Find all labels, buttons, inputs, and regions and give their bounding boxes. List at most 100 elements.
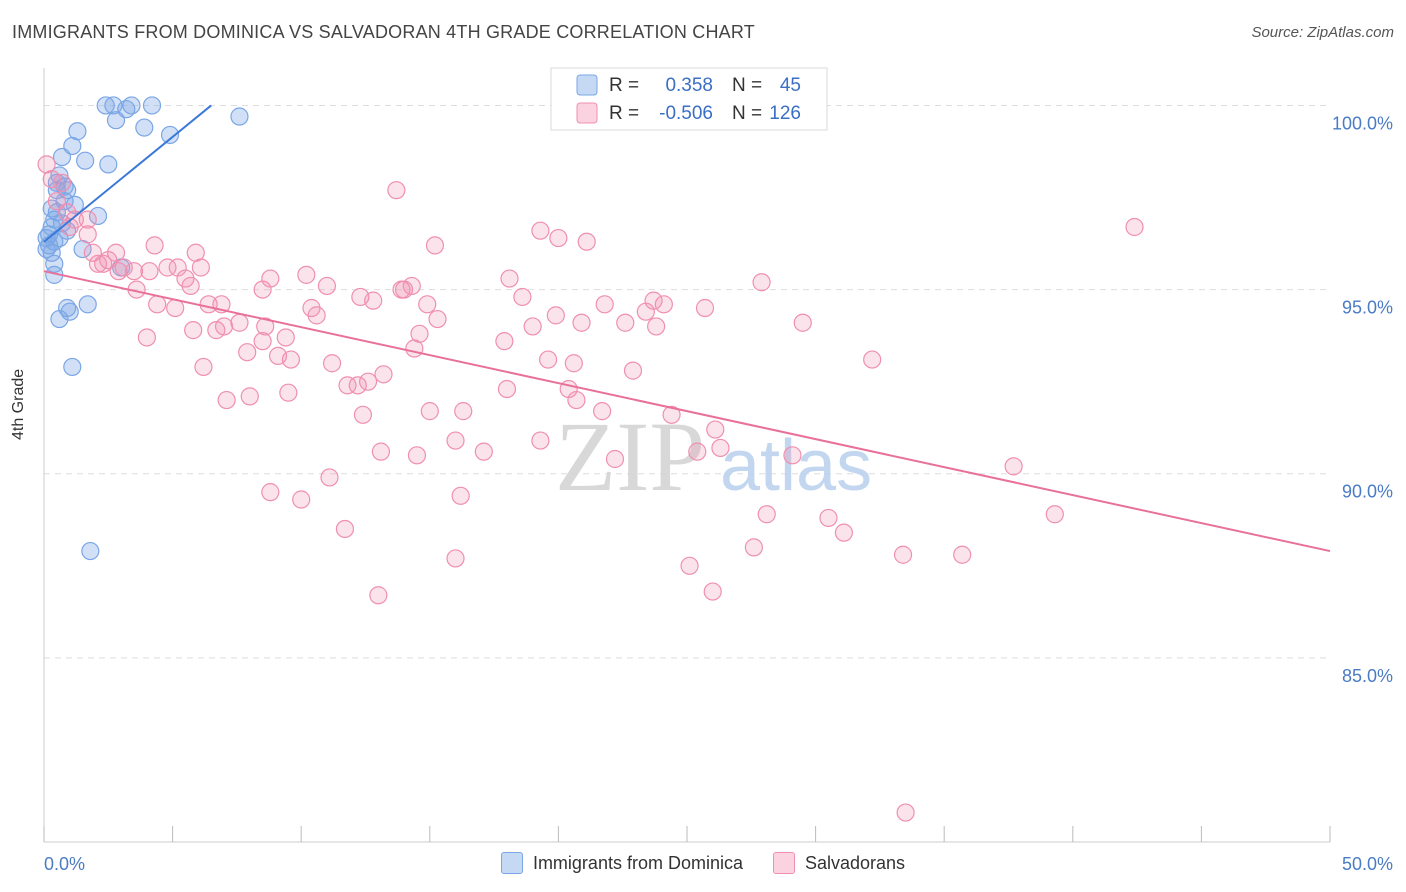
point-salvadoran (320, 468, 339, 487)
y-tick-label: 95.0% (1342, 298, 1393, 318)
point-salvadoran (52, 173, 72, 192)
point-salvadoran (335, 519, 355, 539)
point-salvadoran (181, 276, 200, 296)
point-salvadoran (595, 295, 614, 314)
watermark: ZIP atlas (555, 401, 872, 512)
legend-swatch (576, 74, 598, 96)
point-salvadoran (654, 295, 673, 314)
point-salvadoran (281, 350, 301, 369)
legend-box: R = 0.358 N = 45 R = -0.506 N = 126 (550, 67, 828, 131)
point-salvadoran (358, 372, 378, 391)
x-tick-label-min: 0.0% (44, 854, 85, 874)
point-salvadoran (371, 442, 391, 461)
legend-item-salvadorans[interactable]: Salvadorans (772, 852, 906, 874)
point-salvadoran (238, 343, 257, 362)
point-salvadoran (297, 265, 316, 284)
point-salvadoran (364, 291, 383, 310)
point-salvadoran (279, 383, 298, 402)
legend-label-salvadorans: Salvadorans (804, 852, 906, 873)
point-salvadoran (407, 446, 427, 465)
watermark-zip: ZIP (555, 401, 705, 512)
point-salvadoran (140, 262, 159, 281)
point-dominica (230, 107, 249, 126)
point-salvadoran (158, 258, 177, 277)
point-salvadoran (703, 582, 722, 601)
point-salvadoran (276, 328, 295, 347)
chart-title: IMMIGRANTS FROM DOMINICA VS SALVADORAN 4… (12, 22, 755, 42)
point-salvadoran (680, 556, 699, 575)
point-salvadoran (253, 280, 272, 299)
point-salvadoran (546, 306, 565, 325)
point-salvadoran (564, 354, 583, 373)
point-dominica (42, 217, 61, 237)
point-salvadoran (240, 387, 259, 406)
point-salvadoran (572, 313, 591, 332)
data-points (37, 96, 1144, 822)
point-salvadoran (191, 258, 210, 277)
point-salvadoran (420, 402, 439, 421)
point-salvadoran (623, 361, 643, 380)
point-salvadoran (217, 390, 236, 410)
point-salvadoran (261, 483, 280, 502)
point-salvadoran (402, 276, 421, 296)
bottom-legend: Immigrants from Dominica Salvadorans (0, 852, 1406, 874)
point-salvadoran (88, 254, 108, 273)
legend-r-label: R = (609, 103, 639, 124)
point-salvadoran (711, 438, 730, 458)
point-salvadoran (500, 269, 519, 288)
point-dominica (40, 236, 59, 255)
point-salvadoran (348, 376, 367, 395)
point-dominica (135, 118, 154, 137)
legend-n-value: 45 (780, 75, 801, 96)
point-salvadoran (374, 365, 393, 384)
point-salvadoran (1004, 457, 1023, 476)
point-dominica (142, 96, 162, 115)
point-salvadoran (793, 313, 812, 332)
point-dominica (78, 295, 97, 314)
y-tick-label: 90.0% (1342, 482, 1393, 502)
point-salvadoran (953, 545, 972, 564)
legend-n-label: N = (732, 103, 762, 124)
legend-swatch-salvadorans (772, 852, 795, 874)
legend-swatch-dominica (500, 852, 523, 874)
point-salvadoran (145, 236, 164, 255)
legend-label-dominica: Immigrants from Dominica (532, 852, 743, 873)
point-salvadoran (369, 586, 388, 605)
point-salvadoran (523, 317, 542, 336)
point-salvadoran (1045, 505, 1064, 524)
point-salvadoran (317, 276, 337, 296)
point-dominica (42, 243, 61, 262)
point-dominica (50, 309, 69, 329)
point-salvadoran (513, 287, 532, 307)
point-dominica (76, 151, 95, 170)
point-salvadoran (418, 295, 437, 314)
point-salvadoran (428, 309, 447, 329)
gridlines (44, 104, 1330, 659)
y-tick-label: 85.0% (1342, 666, 1393, 686)
point-salvadoran (616, 313, 635, 332)
point-salvadoran (834, 523, 853, 542)
point-salvadoran (106, 243, 126, 262)
point-salvadoran (425, 236, 445, 255)
point-salvadoran (695, 298, 715, 318)
point-salvadoran (387, 181, 406, 200)
point-dominica (63, 357, 82, 377)
legend-item-dominica[interactable]: Immigrants from Dominica (500, 852, 743, 874)
legend-swatch (576, 102, 598, 124)
point-salvadoran (783, 446, 802, 465)
point-salvadoran (744, 538, 763, 557)
point-salvadoran (42, 170, 61, 189)
point-salvadoran (896, 803, 915, 822)
point-dominica (81, 541, 100, 561)
point-salvadoran (338, 376, 357, 395)
legend-r-value: 0.358 (665, 75, 713, 96)
point-salvadoran (688, 442, 707, 461)
point-salvadoran (757, 505, 776, 524)
point-salvadoran (605, 449, 625, 469)
point-salvadoran (148, 295, 167, 314)
point-salvadoran (531, 221, 550, 240)
point-dominica (65, 195, 84, 214)
point-salvadoran (253, 332, 272, 351)
point-salvadoran (405, 339, 424, 358)
